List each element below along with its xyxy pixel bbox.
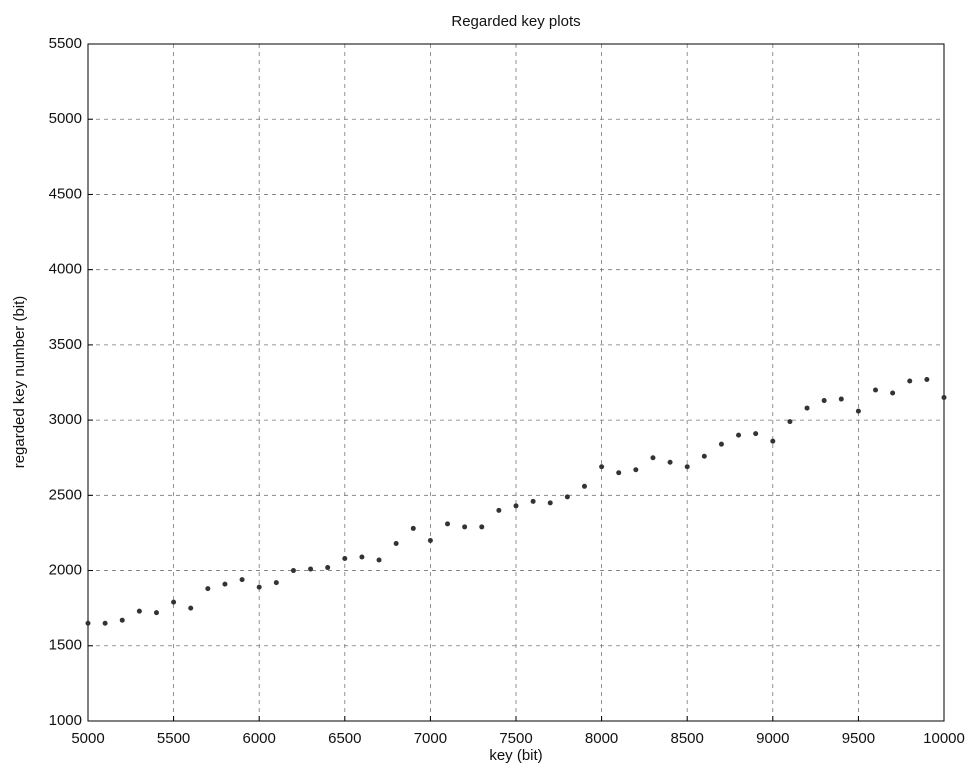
data-point xyxy=(616,470,622,476)
data-point xyxy=(427,537,433,543)
plot-frame xyxy=(87,43,945,722)
y-tick-label: 2000 xyxy=(49,562,82,579)
data-point xyxy=(821,398,827,404)
data-point xyxy=(924,376,930,382)
data-point xyxy=(376,557,382,563)
y-tick-label: 5000 xyxy=(49,110,82,127)
y-tick-label: 2500 xyxy=(49,486,82,503)
data-point xyxy=(753,431,759,437)
data-point xyxy=(941,395,947,401)
data-point xyxy=(770,438,776,444)
y-axis-label: regarded key number (bit) xyxy=(11,296,28,469)
data-point xyxy=(102,620,108,626)
y-tick-label: 4500 xyxy=(49,185,82,202)
data-point xyxy=(736,432,742,438)
x-tick-label: 6500 xyxy=(328,730,361,747)
data-point xyxy=(410,525,416,531)
data-point xyxy=(667,459,673,465)
y-tick-label: 5500 xyxy=(49,35,82,52)
x-tick-label: 7000 xyxy=(414,730,447,747)
data-point xyxy=(171,599,177,605)
x-tick-label: 8500 xyxy=(671,730,704,747)
x-axis-label: key (bit) xyxy=(489,747,542,764)
data-point xyxy=(188,605,194,611)
data-point xyxy=(581,483,587,489)
y-tick-label: 1000 xyxy=(49,712,82,729)
x-tick-label: 7500 xyxy=(499,730,532,747)
y-tick-label: 3500 xyxy=(49,336,82,353)
data-point xyxy=(342,556,348,562)
x-tick-label: 9000 xyxy=(756,730,789,747)
data-point xyxy=(290,568,296,574)
data-point xyxy=(599,464,605,470)
x-tick-label: 6000 xyxy=(243,730,276,747)
data-point xyxy=(684,464,690,470)
data-point xyxy=(855,408,861,414)
x-tick-label: 5500 xyxy=(157,730,190,747)
data-point xyxy=(787,419,793,425)
data-point xyxy=(462,524,468,530)
data-point xyxy=(718,441,724,447)
data-point xyxy=(890,390,896,396)
data-point xyxy=(547,500,553,506)
data-point xyxy=(530,498,536,504)
data-point xyxy=(873,387,879,393)
data-point xyxy=(222,581,228,587)
data-point xyxy=(393,540,399,546)
data-point xyxy=(273,580,279,586)
x-tick-label: 5000 xyxy=(71,730,104,747)
data-point xyxy=(804,405,810,411)
data-point xyxy=(153,610,159,616)
data-point xyxy=(479,524,485,530)
data-point xyxy=(650,455,656,461)
x-tick-label: 10000 xyxy=(923,730,965,747)
data-point xyxy=(907,378,913,384)
x-tick-label: 8000 xyxy=(585,730,618,747)
data-point xyxy=(205,586,211,592)
chart-title: Regarded key plots xyxy=(451,13,580,30)
data-point xyxy=(633,467,639,473)
data-point xyxy=(239,577,245,583)
data-point xyxy=(701,453,707,459)
data-point xyxy=(85,620,91,626)
data-point xyxy=(359,554,365,560)
data-point xyxy=(325,565,331,571)
x-tick-label: 9500 xyxy=(842,730,875,747)
data-point xyxy=(513,503,519,509)
data-point xyxy=(136,608,142,614)
data-point xyxy=(119,617,125,623)
data-point xyxy=(838,396,844,402)
data-point xyxy=(496,507,502,513)
y-tick-label: 3000 xyxy=(49,411,82,428)
data-point xyxy=(308,566,314,572)
y-tick-label: 4000 xyxy=(49,261,82,278)
data-point xyxy=(445,521,451,527)
data-point xyxy=(256,584,262,590)
data-point xyxy=(564,494,570,500)
y-tick-label: 1500 xyxy=(49,637,82,654)
